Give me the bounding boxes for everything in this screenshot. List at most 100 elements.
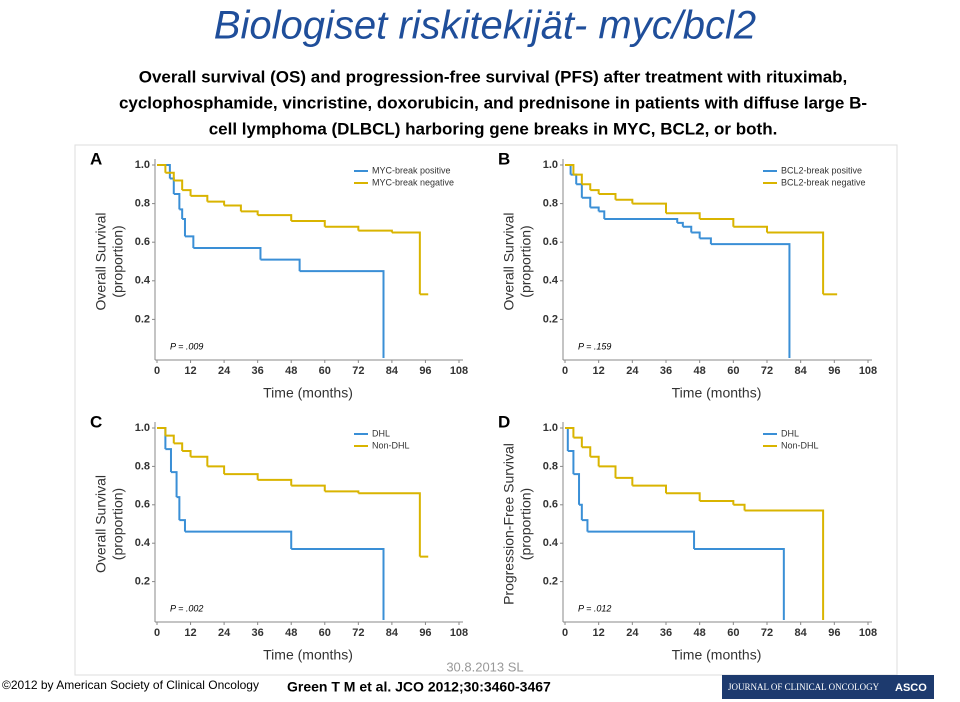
x-tick-label: 84 [386,627,399,639]
survival-step [184,530,293,549]
survival-step [590,189,600,194]
survival-step [744,509,825,620]
y-axis-label: Progression-Free Survival [501,443,517,605]
survival-step [173,442,184,452]
survival-step [699,237,712,245]
survival-step [165,171,175,181]
survival-step [224,473,259,480]
survival-step [565,164,575,175]
survival-step [710,243,791,358]
x-tick-label: 12 [184,627,196,639]
x-tick-label: 36 [252,365,264,377]
y-tick-label: 0.2 [543,576,558,588]
survival-step [324,225,360,231]
survival-step [184,235,195,248]
x-axis-label: Time (months) [263,647,353,663]
survival-step [173,179,184,191]
x-tick-label: 108 [859,627,877,639]
legend-label: Non-DHL [372,440,410,450]
p-value: P = .012 [578,603,611,613]
x-tick-label: 12 [593,627,605,639]
x-tick-label: 60 [319,365,331,377]
y-tick-label: 1.0 [543,422,558,434]
x-tick-label: 24 [218,365,231,377]
survival-step [224,204,242,212]
survival-step [598,192,617,200]
x-axis-label: Time (months) [672,647,762,663]
x-tick-label: 0 [562,627,568,639]
survival-step [598,210,606,220]
survival-step [257,478,293,486]
figure-panel [74,144,898,676]
survival-step [358,492,421,557]
legend-label: DHL [781,428,799,438]
x-tick-label: 0 [154,365,160,377]
p-value: P = .159 [578,341,611,351]
x-axis-label: Time (months) [263,385,353,401]
y-axis-label: (proportion) [110,488,126,560]
x-tick-label: 84 [795,365,808,377]
y-tick-label: 0.6 [543,499,558,511]
survival-step [291,484,326,492]
citation: Green T M et al. JCO 2012;30:3460-3467 [287,679,551,695]
survival-step [579,503,583,521]
survival-step [581,519,589,532]
x-tick-label: 96 [419,627,431,639]
survival-step [632,202,667,214]
y-tick-label: 0.6 [135,499,150,511]
y-tick-label: 0.6 [543,236,558,248]
survival-step [165,434,175,444]
survival-step [260,258,301,272]
survival-step [666,492,701,501]
survival-step [590,455,600,467]
x-tick-label: 24 [626,627,639,639]
survival-step [694,547,785,620]
survival-step [615,198,634,204]
y-tick-label: 0.4 [543,537,559,549]
survival-step [590,206,600,212]
y-tick-label: 0.8 [543,460,558,472]
survival-step [173,192,181,210]
x-axis-label: Time (months) [672,385,762,401]
survival-step [615,476,634,486]
x-tick-label: 48 [285,365,297,377]
x-tick-label: 72 [761,365,773,377]
journal-name: JOURNAL OF CLINICAL ONCOLOGY [728,682,880,692]
survival-step [157,427,167,436]
x-tick-label: 72 [352,627,364,639]
x-tick-label: 24 [218,627,231,639]
y-tick-label: 1.0 [543,159,558,171]
y-tick-label: 0.2 [135,313,150,325]
subtitle-line: cyclophosphamide, vincristine, doxorubic… [119,93,867,112]
x-tick-label: 72 [352,365,364,377]
survival-step [587,530,696,549]
panel-letter: C [90,412,102,431]
subtitle-line: Overall survival (OS) and progression-fr… [139,67,848,86]
survival-step [299,270,385,358]
panel-letter: D [498,412,510,431]
survival-step [691,231,701,239]
x-tick-label: 96 [828,365,840,377]
survival-step [157,164,167,173]
survival-step [170,471,178,498]
survival-step [291,547,385,620]
legend-label: Non-DHL [781,440,819,450]
y-tick-label: 0.8 [135,198,150,210]
survival-step [632,484,667,494]
y-tick-label: 0.2 [135,576,150,588]
x-tick-label: 12 [184,365,196,377]
survival-step [733,503,746,511]
survival-step [182,450,192,457]
survival-step [565,427,575,438]
y-tick-label: 0.6 [135,236,150,248]
y-tick-label: 1.0 [135,159,150,171]
y-axis-label: (proportion) [518,225,534,297]
survival-step [182,189,192,196]
x-tick-label: 84 [795,627,808,639]
panel-letter: B [498,149,510,168]
y-axis-label: Overall Survival [93,475,109,573]
survival-step [179,519,186,532]
survival-step [567,450,575,475]
